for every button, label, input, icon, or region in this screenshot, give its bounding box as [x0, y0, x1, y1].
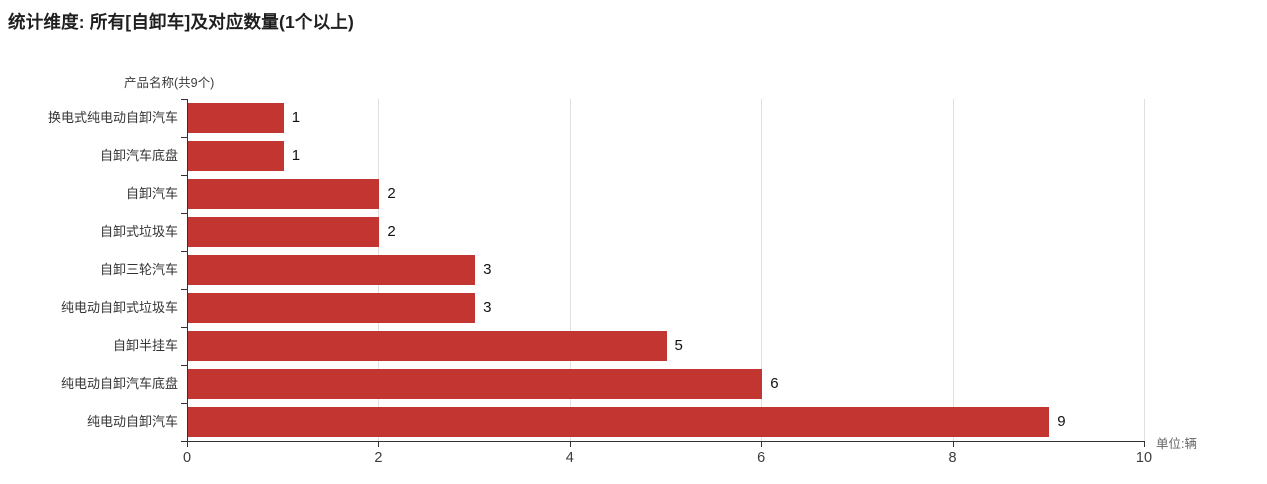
x-tick-label: 0: [182, 450, 192, 466]
category-label: 自卸式垃圾车: [99, 224, 178, 239]
x-tick-label: 8: [948, 450, 957, 466]
x-tick-label: 4: [565, 450, 574, 466]
bar: [188, 331, 667, 361]
x-axis-tick: [569, 441, 571, 447]
gridline: [761, 99, 763, 441]
bar: [188, 103, 284, 133]
value-label: 2: [387, 185, 396, 202]
category-label: 自卸半挂车: [112, 338, 178, 353]
gridline: [1144, 99, 1145, 441]
x-axis-tick: [952, 441, 954, 447]
category-label: 换电式纯电动自卸汽车: [47, 110, 178, 125]
category-label: 自卸汽车: [125, 186, 178, 201]
x-axis-tick: [378, 441, 380, 447]
value-label: 1: [291, 147, 301, 164]
y-axis-tick: [181, 213, 187, 214]
y-axis-tick: [181, 327, 187, 328]
y-axis-tick: [181, 289, 187, 290]
x-axis-line: [187, 441, 1144, 442]
bar: [188, 255, 476, 285]
y-axis-tick: [181, 365, 187, 366]
category-label: 纯电动自卸式垃圾车: [60, 300, 178, 315]
category-label: 自卸汽车底盘: [99, 148, 178, 163]
y-axis-tick: [181, 403, 187, 404]
value-label: 3: [483, 261, 492, 278]
unit-label: 单位:辆: [1156, 437, 1197, 451]
x-axis-tick: [761, 441, 763, 447]
y-axis-title: 产品名称(共9个): [124, 76, 215, 90]
value-label: 9: [1057, 413, 1066, 430]
plot-area: 换电式纯电动自卸汽车 1 自卸汽车底盘 1 自卸汽车 2 自卸式垃圾车 2 自卸三轮汽车 3 纯电动…: [48, 99, 1152, 466]
value-label: 2: [387, 223, 396, 240]
bar: [188, 141, 284, 171]
y-axis-tick: [181, 99, 187, 100]
category-label: 自卸三轮汽车: [99, 262, 178, 277]
bar: [188, 369, 763, 399]
value-label: 6: [770, 375, 779, 392]
x-tick-label: 6: [757, 450, 766, 466]
x-tick-label: 2: [374, 450, 383, 466]
y-axis-tick: [181, 251, 187, 252]
y-axis-tick: [181, 175, 187, 176]
chart-title: 统计维度: 所有[自卸车]及对应数量(1个以上): [8, 12, 355, 32]
bar: [188, 179, 380, 209]
y-axis-tick: [181, 137, 187, 138]
gridline: [569, 99, 571, 441]
category-label: 纯电动自卸汽车: [86, 414, 178, 429]
x-axis-tick: [1144, 441, 1145, 447]
value-label: 1: [291, 109, 301, 126]
value-label: 5: [674, 337, 683, 354]
value-label: 3: [483, 299, 492, 316]
category-label: 纯电动自卸汽车底盘: [60, 376, 178, 391]
y-axis-tick: [181, 441, 187, 442]
bar: [188, 217, 380, 247]
bar: [188, 407, 1050, 437]
bar: [188, 293, 476, 323]
x-tick-label: 10: [1135, 450, 1153, 466]
gridline: [952, 99, 954, 441]
x-axis-tick: [187, 441, 188, 447]
y-axis-line: [187, 99, 188, 441]
